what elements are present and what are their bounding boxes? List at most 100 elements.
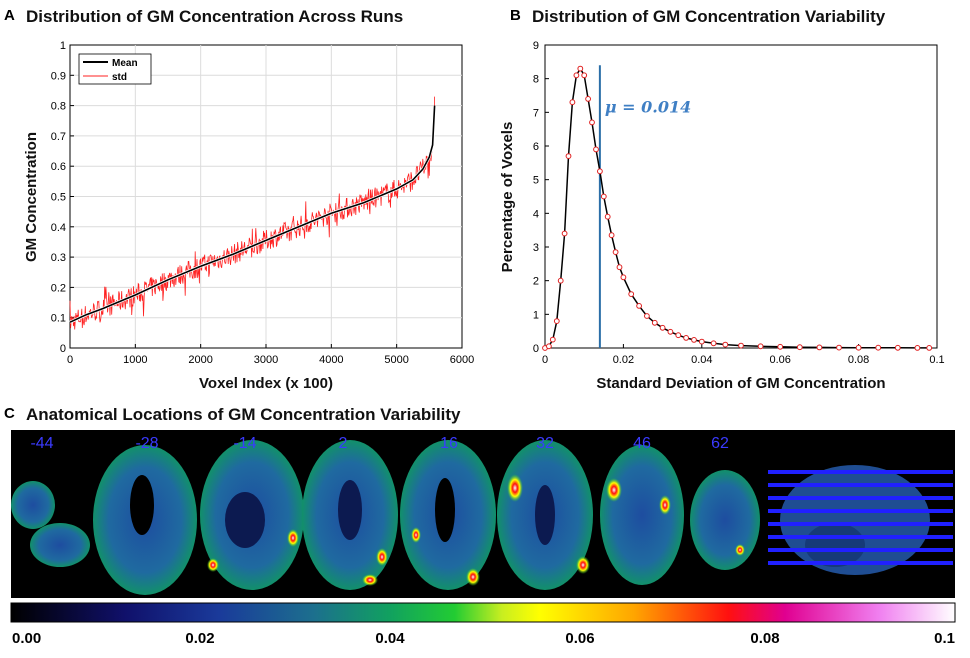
data-point xyxy=(691,337,697,343)
std-series-line xyxy=(69,96,435,330)
slice-position-line xyxy=(768,522,953,526)
data-point xyxy=(589,119,595,126)
data-point xyxy=(875,344,882,351)
data-point xyxy=(557,277,564,284)
x-tick-label: 2000 xyxy=(188,354,212,366)
y-tick-label: 8 xyxy=(533,74,539,86)
panel-b-plot: 0 0.02 0.04 0.06 0.08 0.1 0 1 2 3 4 5 6 7 8 9 μ = 0.014 xyxy=(533,40,945,366)
slice-position-line xyxy=(768,548,953,552)
data-point xyxy=(667,328,674,335)
slice-label: 46 xyxy=(633,435,651,452)
x-tick-label: 1000 xyxy=(123,354,147,366)
x-tick-label: 6000 xyxy=(450,354,474,366)
y-tick-label: 6 xyxy=(533,141,539,153)
data-point xyxy=(553,318,560,325)
slice-2 xyxy=(302,440,398,590)
variability-series-line xyxy=(544,67,930,349)
data-point xyxy=(738,342,744,349)
data-point xyxy=(675,332,682,339)
data-point xyxy=(628,291,635,298)
data-point xyxy=(608,232,615,239)
data-point xyxy=(651,319,658,326)
mean-series-line xyxy=(69,105,436,323)
data-point xyxy=(644,313,650,319)
slice-16 xyxy=(400,440,496,590)
slice-label: 16 xyxy=(440,435,458,452)
data-point xyxy=(855,344,862,351)
slice-position-line xyxy=(768,483,953,487)
data-point xyxy=(926,345,933,351)
legend-mean-label: Mean xyxy=(112,58,138,69)
x-tick-label: 0.04 xyxy=(691,354,712,366)
mean-marker-label: μ = 0.014 xyxy=(605,97,691,116)
data-point xyxy=(796,344,803,351)
slice-46 xyxy=(600,445,684,585)
panel-c-title: Anatomical Locations of GM Concentration… xyxy=(26,405,461,424)
panel-a-ylabel: GM Concentration xyxy=(23,132,40,262)
slice-32 xyxy=(497,440,593,590)
data-point xyxy=(565,153,572,160)
y-tick-label: 1 xyxy=(60,40,66,52)
data-point xyxy=(914,345,921,351)
panel-a-ticks: 0 1000 2000 3000 4000 5000 6000 0 0.1 0.2 0.3 0.4 0.… xyxy=(51,40,475,366)
x-tick-label: 0 xyxy=(542,354,548,366)
y-tick-label: 0.6 xyxy=(51,161,66,173)
y-tick-label: 0.5 xyxy=(51,192,66,204)
y-tick-label: 5 xyxy=(533,175,539,187)
panel-a-xlabel: Voxel Index (x 100) xyxy=(199,375,333,392)
data-point xyxy=(597,168,603,175)
colorbar-tick: 0.1 xyxy=(934,630,955,647)
data-point xyxy=(836,344,842,351)
colorbar-tick: 0.08 xyxy=(750,630,779,647)
data-point xyxy=(620,274,627,281)
panel-a-letter: A xyxy=(4,7,15,24)
data-point xyxy=(581,72,588,79)
y-tick-label: 0.2 xyxy=(51,282,66,294)
data-point xyxy=(757,343,764,350)
colorbar-tick: 0.02 xyxy=(185,630,214,647)
y-tick-label: 0.9 xyxy=(51,70,66,82)
panel-b-title: Distribution of GM Concentration Variabi… xyxy=(532,7,886,26)
colorbar-tick: 0.04 xyxy=(375,630,405,647)
slice-labels: -44 -28 -14 2 16 32 46 62 xyxy=(30,435,729,452)
data-point xyxy=(636,303,642,309)
slice--28 xyxy=(93,445,197,595)
y-tick-label: 0 xyxy=(533,343,539,355)
data-point xyxy=(710,340,717,347)
data-point xyxy=(612,249,619,256)
data-point xyxy=(573,72,580,79)
y-tick-label: 4 xyxy=(533,208,539,220)
slice-position-line xyxy=(768,496,953,500)
y-tick-label: 0.3 xyxy=(51,252,66,264)
data-point xyxy=(600,193,607,200)
slice-position-line xyxy=(768,561,953,565)
y-tick-label: 9 xyxy=(533,40,539,52)
y-tick-label: 0.4 xyxy=(51,222,66,234)
data-point xyxy=(585,96,591,102)
panel-b-ticks: 0 0.02 0.04 0.06 0.08 0.1 0 1 2 3 4 5 6 7 8 9 xyxy=(533,40,945,366)
slice--14 xyxy=(200,440,304,590)
y-tick-label: 3 xyxy=(533,242,539,254)
y-tick-label: 0.1 xyxy=(51,313,66,325)
colorbar-ticks: 0.00 0.02 0.04 0.06 0.08 0.1 xyxy=(12,630,955,647)
data-point xyxy=(569,99,576,106)
data-point xyxy=(894,344,901,351)
panel-b-ylabel: Percentage of Voxels xyxy=(499,122,516,273)
panel-b-letter: B xyxy=(510,7,521,24)
x-tick-label: 0.1 xyxy=(929,354,944,366)
data-point xyxy=(561,230,568,237)
legend: Mean std xyxy=(78,53,152,85)
y-tick-label: 0 xyxy=(60,343,66,355)
colorbar-tick: 0.06 xyxy=(565,630,594,647)
y-tick-label: 2 xyxy=(533,276,539,288)
data-point xyxy=(604,213,611,220)
slice-position-line xyxy=(768,535,953,539)
y-tick-label: 0.7 xyxy=(51,131,66,143)
brain-slices xyxy=(11,440,953,595)
panel-a-title: Distribution of GM Concentration Across … xyxy=(26,7,403,26)
data-point xyxy=(683,335,689,341)
x-tick-label: 5000 xyxy=(384,354,408,366)
colorbar xyxy=(10,602,956,623)
panel-c-letter: C xyxy=(4,405,15,422)
